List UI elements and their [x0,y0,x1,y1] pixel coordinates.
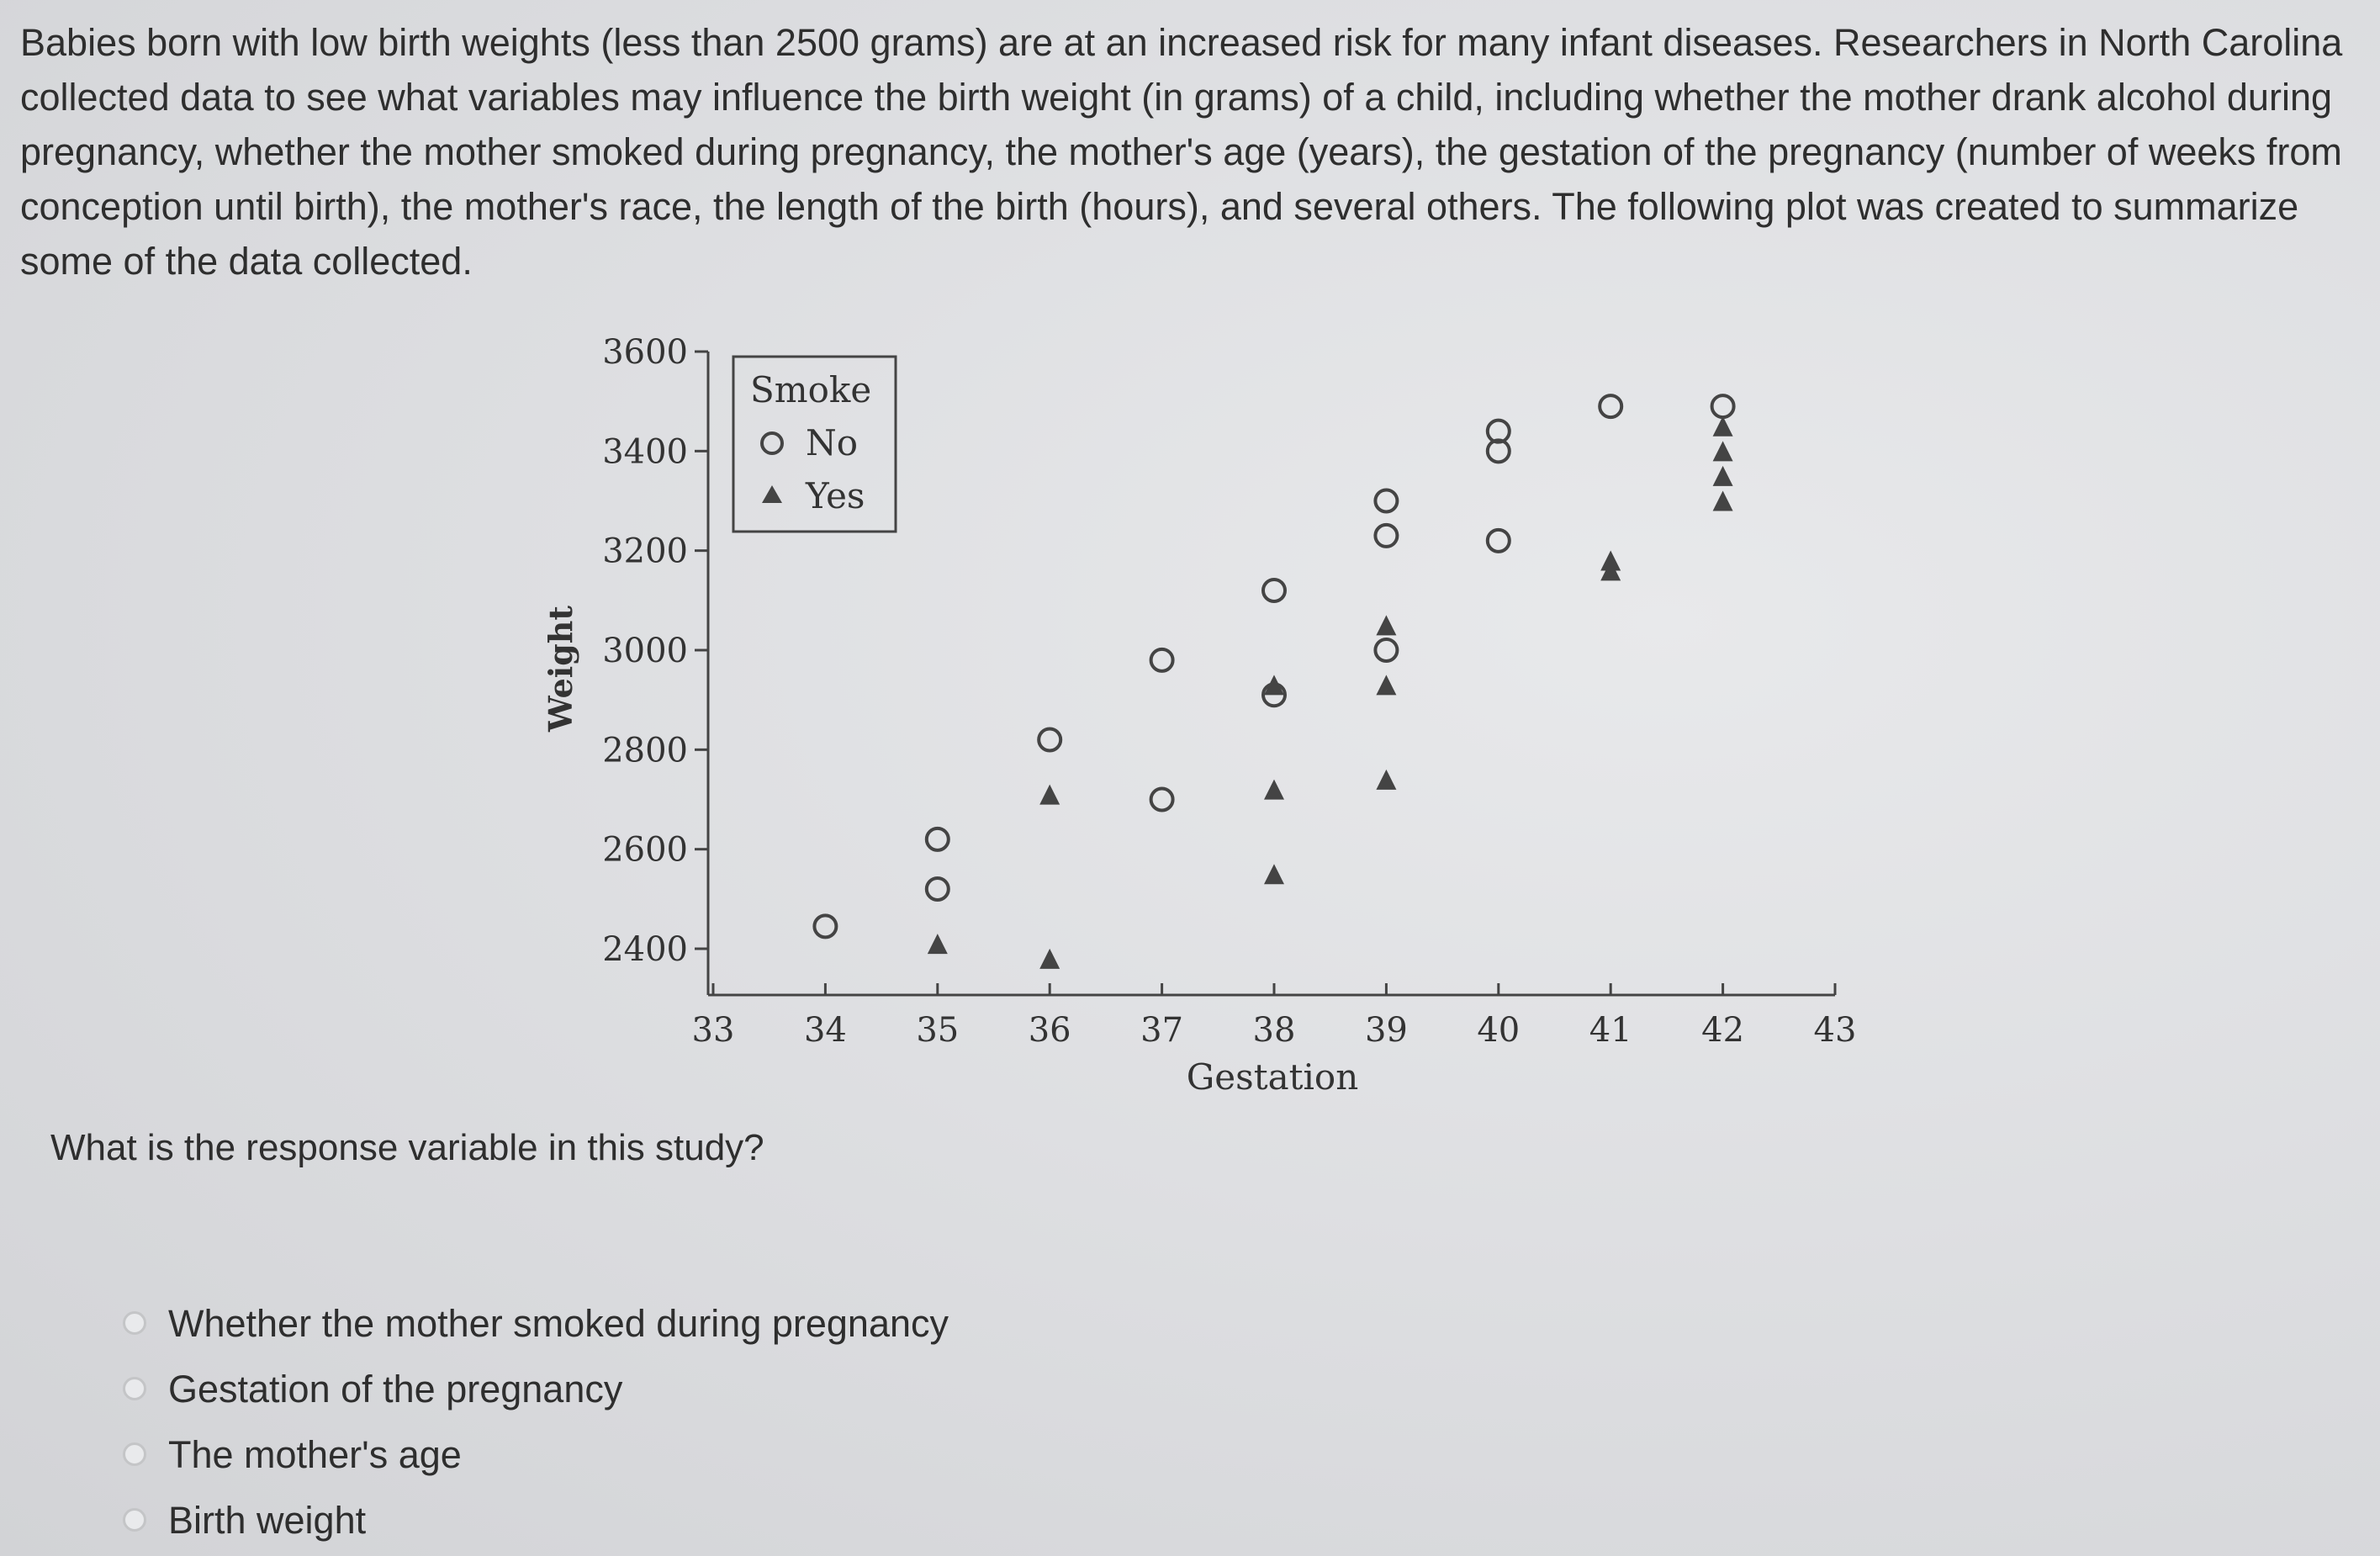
point-yes [1712,490,1733,511]
x-tick-label: 40 [1477,1011,1520,1050]
legend-no-marker [760,431,784,455]
point-no [1485,438,1511,464]
radio-icon[interactable] [123,1311,146,1335]
x-tick-label: 41 [1589,1011,1632,1050]
point-no [1037,727,1063,753]
y-tick-label: 3000 [602,632,688,670]
point-no [1149,786,1175,812]
option-birth-weight[interactable]: Birth weight [118,1488,949,1553]
point-yes [1264,864,1284,885]
answer-options: Whether the mother smoked during pregnan… [118,1291,949,1553]
legend-no-label: No [806,422,858,463]
point-no [1373,488,1399,514]
point-no [812,913,838,939]
legend-title: Smoke [750,369,871,410]
option-smoked[interactable]: Whether the mother smoked during pregnan… [118,1291,949,1357]
point-no [1485,527,1511,553]
y-tick-label: 2400 [602,930,688,969]
radio-icon[interactable] [123,1442,146,1466]
point-no [1261,682,1287,708]
point-yes [1039,948,1060,969]
y-tick-label: 3600 [602,333,688,372]
plot-axes: 33 34 35 36 37 38 39 40 41 42 43 3600 3400 3200 3000 28… [602,333,1856,1050]
x-tick-label: 42 [1701,1011,1744,1050]
x-tick-label: 33 [692,1011,735,1050]
option-gestation[interactable]: Gestation of the pregnancy [118,1357,949,1422]
point-yes [1376,769,1397,790]
point-yes [1600,560,1621,581]
x-tick-label: 43 [1814,1011,1857,1050]
point-no [924,826,950,852]
point-yes [927,934,948,955]
option-mother-age[interactable]: The mother's age [118,1422,949,1488]
point-no [1373,638,1399,663]
plot-points [812,394,1736,969]
point-yes [1376,675,1397,696]
legend-yes-label: Yes [805,475,865,516]
point-yes [1264,675,1284,696]
point-no [1373,522,1399,548]
question-text: What is the response variable in this st… [50,1127,764,1168]
point-yes [1712,441,1733,462]
x-tick-label: 36 [1029,1011,1071,1050]
x-tick-label: 38 [1253,1011,1296,1050]
point-yes [1600,550,1621,571]
point-no [1485,418,1511,444]
legend-yes-marker [762,485,782,503]
option-label: Gestation of the pregnancy [168,1368,623,1410]
x-axis-label: Gestation [1187,1056,1359,1098]
option-label: Whether the mother smoked during pregnan… [168,1302,949,1345]
point-yes [1264,779,1284,800]
y-tick-label: 3200 [602,532,688,571]
legend-box [732,355,897,533]
y-tick-label: 3400 [602,432,688,471]
y-tick-label: 2600 [602,831,688,870]
y-axis-label: Weight [542,606,579,733]
radio-icon[interactable] [123,1377,146,1400]
x-tick-label: 37 [1140,1011,1183,1050]
point-no [924,876,950,902]
legend: Smoke No Yes [732,355,897,533]
question-intro-text: Babies born with low birth weights (less… [20,21,2343,283]
y-tick-label: 2800 [602,731,688,770]
point-yes [1712,465,1733,486]
point-no [1149,647,1175,673]
point-no [1598,394,1624,420]
option-label: The mother's age [168,1433,462,1476]
x-tick-label: 39 [1365,1011,1408,1050]
point-no [1261,578,1287,603]
option-label: Birth weight [168,1499,367,1542]
x-tick-label: 34 [804,1011,847,1050]
x-tick-label: 35 [916,1011,959,1050]
radio-icon[interactable] [123,1508,146,1532]
point-yes [1712,415,1733,437]
point-no [1710,394,1736,420]
point-yes [1039,784,1060,805]
point-yes [1376,615,1397,636]
